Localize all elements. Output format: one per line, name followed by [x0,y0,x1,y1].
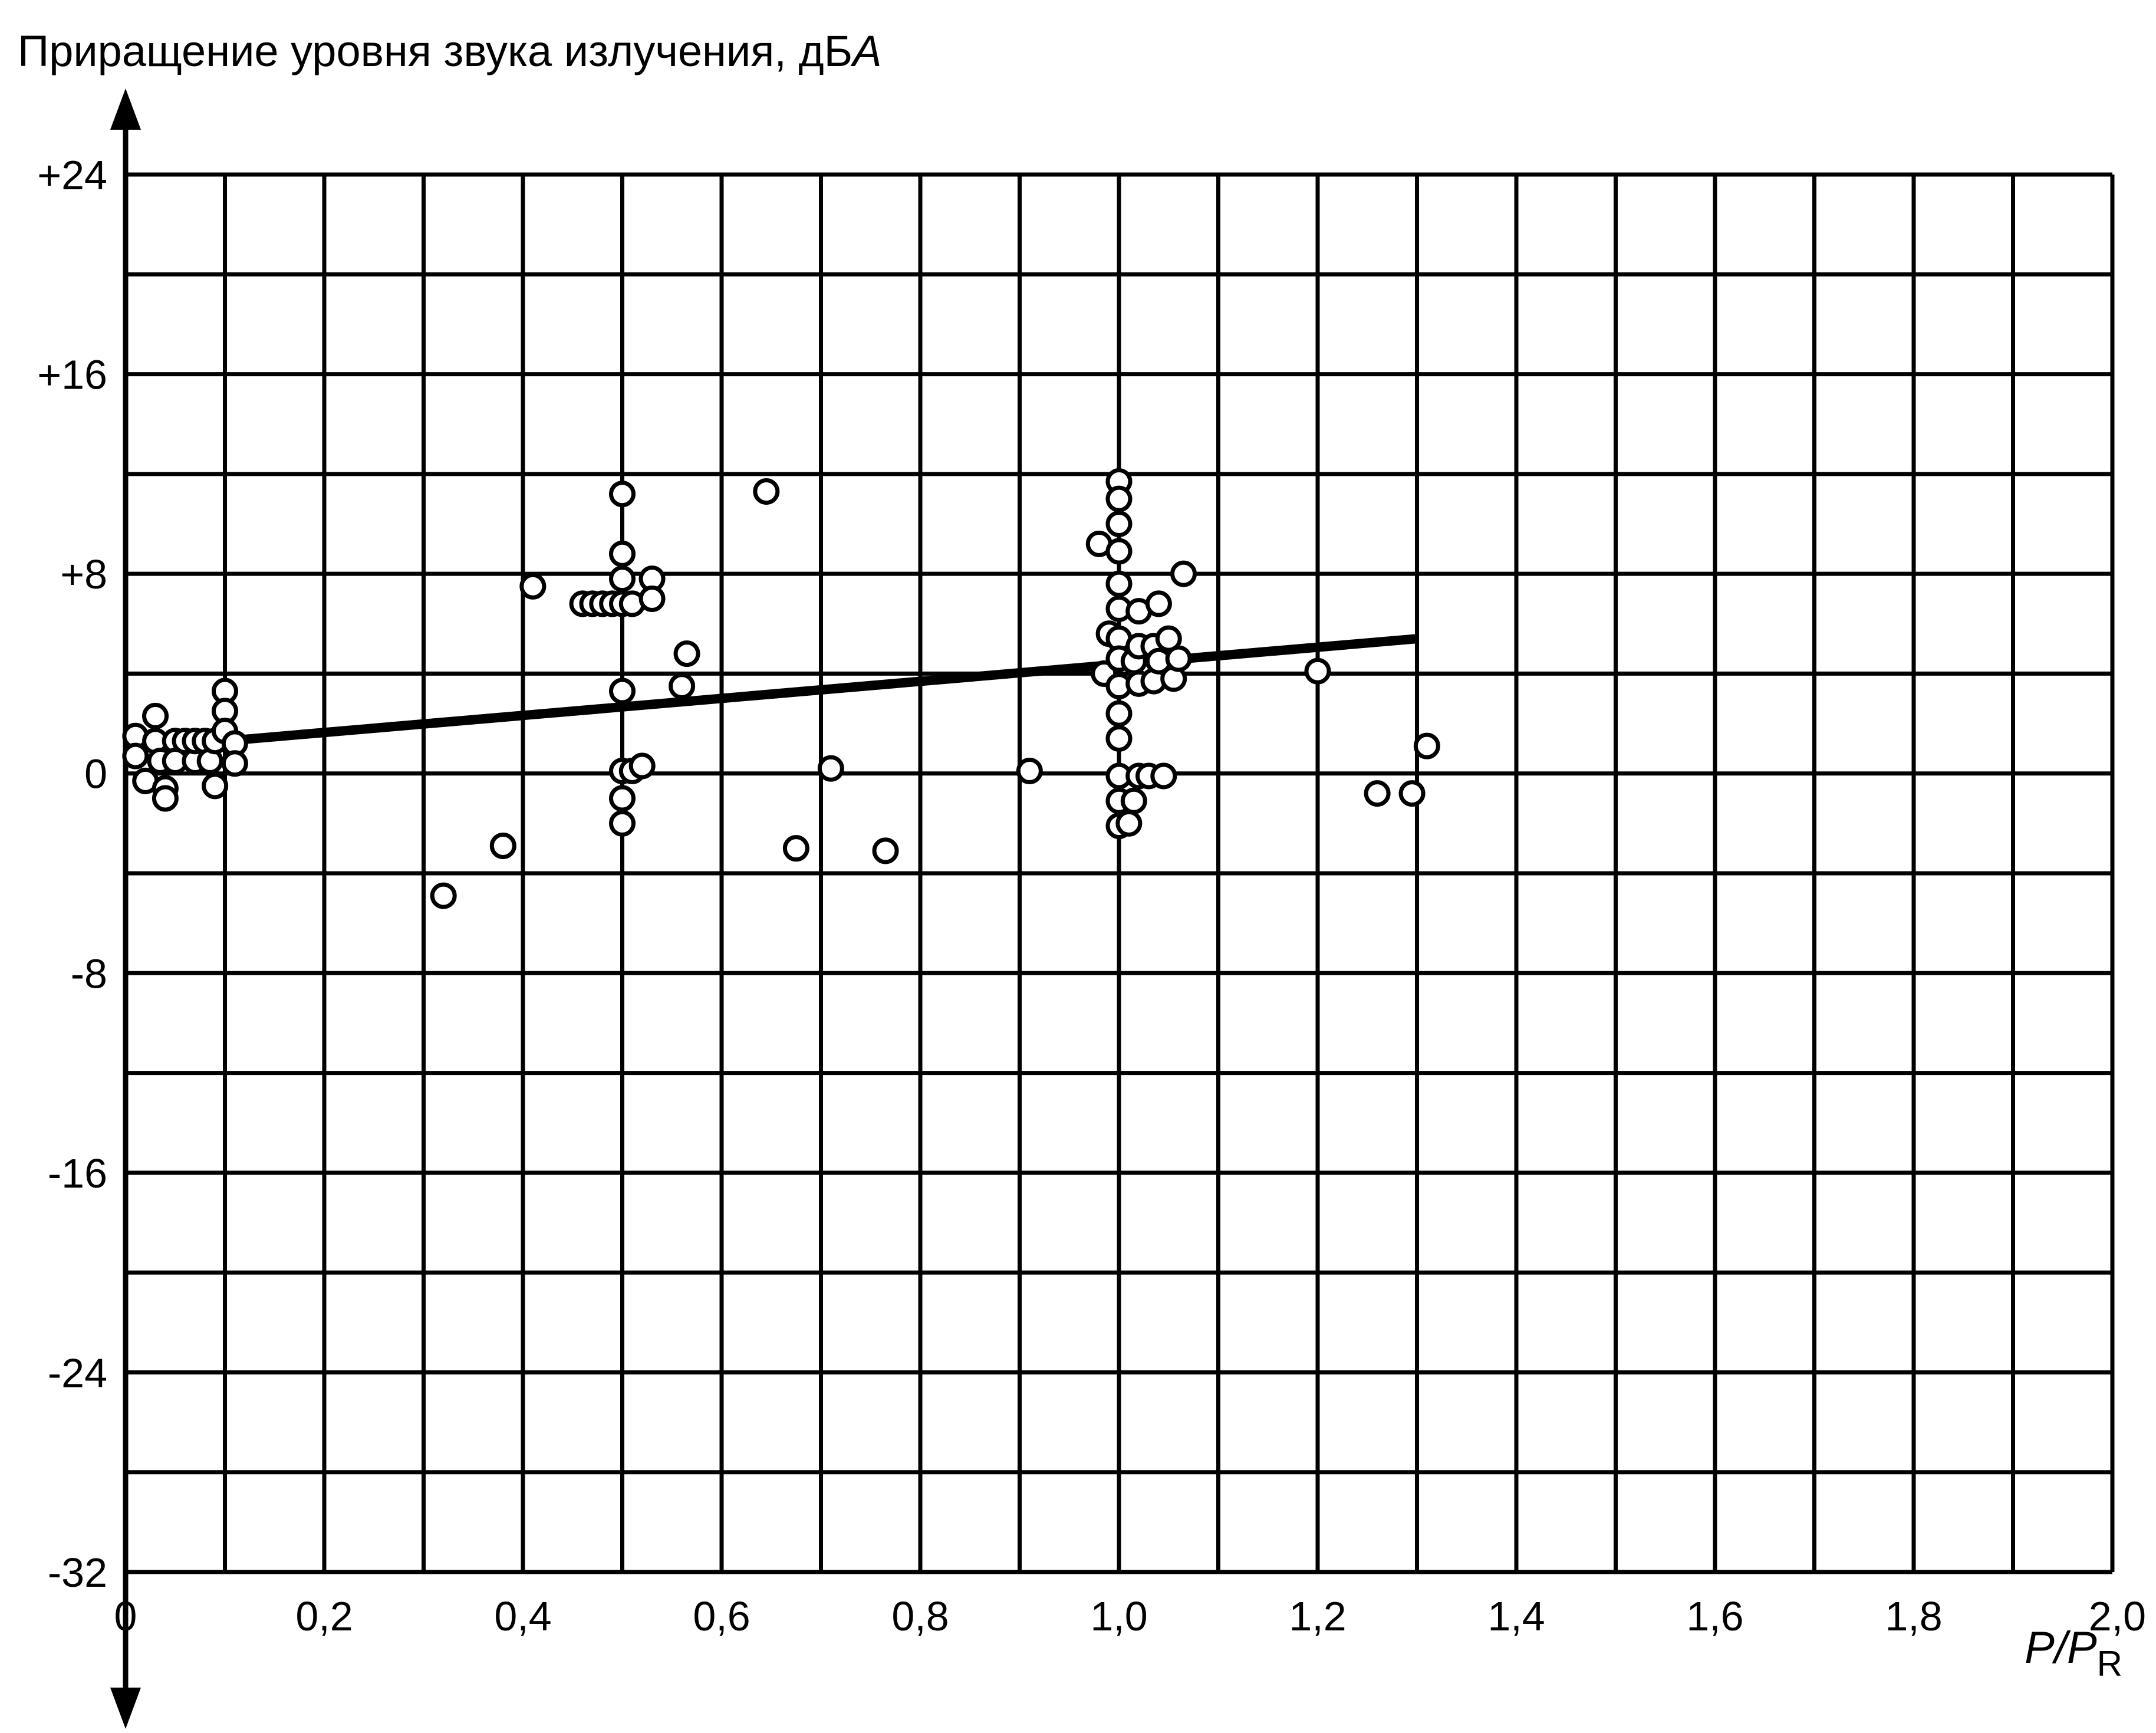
x-tick-label: 1,0 [1090,1593,1147,1639]
data-point [628,752,656,780]
data-point [122,742,149,770]
data-point [489,832,516,859]
data-point [1105,700,1133,727]
axes [110,88,141,1729]
y-tick-label: -16 [48,1150,107,1196]
data-point [1105,538,1133,565]
y-tick-label: -32 [48,1550,107,1596]
x-tick-labels: 0 0,2 0,4 0,6 0,8 1,0 1,2 1,4 1,6 1,8 2,0 [114,1593,2146,1639]
data-point [872,837,899,864]
data-point [1398,780,1426,807]
data-point [782,835,809,862]
x-tick-label: 0,8 [891,1593,949,1639]
grid-lines [123,172,2115,1574]
x-tick-label: 1,6 [1686,1593,1743,1639]
data-point [142,702,169,729]
x-tick-label: 0,4 [494,1593,551,1639]
y-tick-labels: +24 +16 +8 0 -8 -16 -24 -32 [37,152,107,1596]
data-point [202,772,229,800]
y-axis-arrow-down [110,1688,141,1729]
data-point [1105,725,1133,752]
data-point [1170,560,1197,587]
x-tick-label: 1,4 [1487,1593,1545,1639]
y-tick-label: +8 [60,551,107,597]
data-point [1364,780,1391,807]
data-point [609,678,636,705]
data-point [1304,657,1331,685]
data-point [673,640,700,667]
data-point [1120,787,1147,814]
data-point [753,478,780,505]
data-point [609,481,636,508]
x-tick-label: 2,0 [2089,1593,2146,1639]
data-point [1105,511,1133,537]
data-point [609,565,636,593]
y-tick-label: -8 [71,951,107,997]
x-axis-label: P/PR [2025,1623,2122,1683]
data-point [430,882,457,909]
data-point [1016,757,1043,784]
fit-line-group [224,634,1418,746]
data-point [1165,645,1192,672]
x-tick-label: 1,8 [1885,1593,1942,1639]
data-point [609,810,636,837]
data-point [1105,485,1133,512]
x-tick-label: 0,2 [295,1593,353,1639]
y-tick-label: +24 [37,152,107,198]
data-point [1145,590,1172,617]
data-point [519,573,547,600]
data-point [669,673,696,700]
data-point [638,585,666,612]
trend-line [224,634,1418,746]
data-point [1413,732,1440,759]
data-point [1115,810,1143,837]
y-axis-arrow-up [110,88,141,130]
x-tick-label: 0,6 [693,1593,750,1639]
y-axis-label: Приращение уровня звука излучения, дБА [18,27,882,75]
data-point [221,750,248,777]
data-point [609,540,636,567]
x-tick-label: 1,2 [1289,1593,1346,1639]
x-tick-label: 0 [114,1593,137,1639]
data-points [122,468,1440,909]
data-point [1150,762,1177,790]
y-tick-label: 0 [84,751,107,797]
data-point [817,755,844,782]
y-tick-label: +16 [37,352,107,398]
data-point [609,785,636,812]
data-point [1105,570,1133,597]
data-point [152,785,179,812]
y-tick-label: -24 [48,1350,107,1396]
